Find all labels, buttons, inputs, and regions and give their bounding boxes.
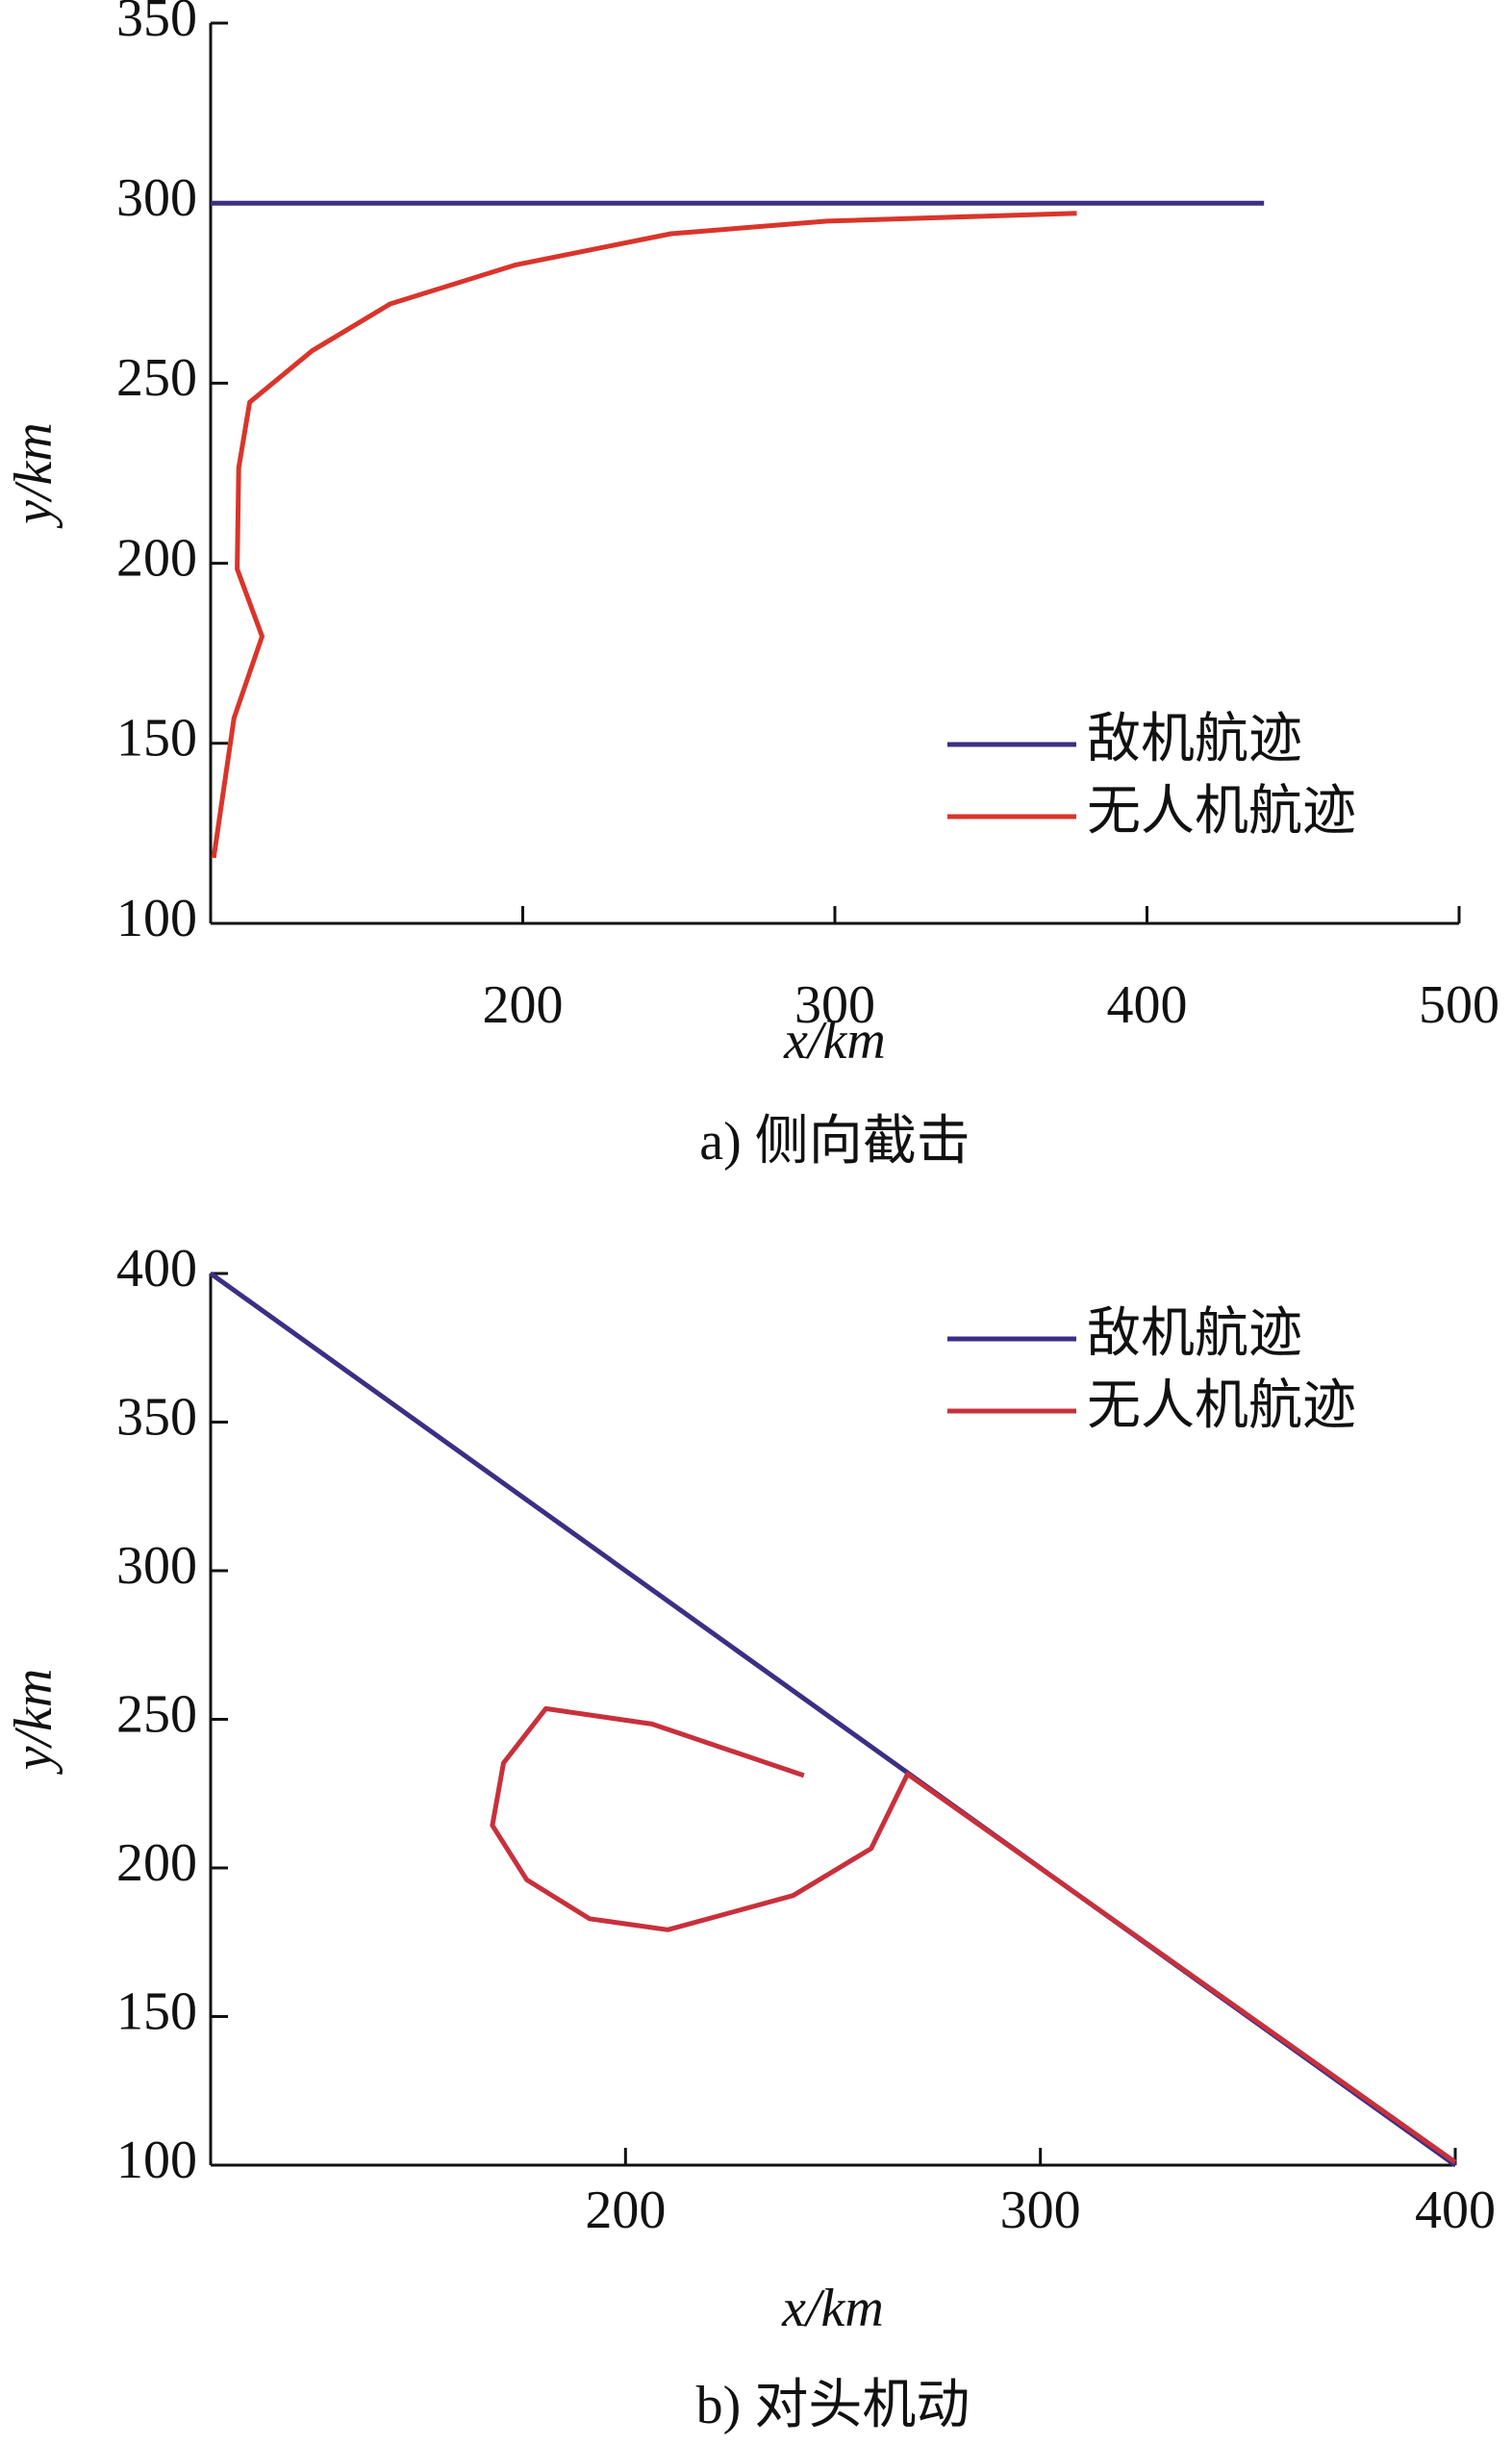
x-axis-label: x/km (783, 1011, 886, 1071)
y-tick-label: 400 (116, 1239, 197, 1299)
x-tick-label: 300 (1000, 2181, 1081, 2240)
series-line (211, 211, 1077, 859)
y-axis-label: y/km (4, 422, 63, 529)
y-tick-label: 250 (116, 348, 197, 408)
y-tick-label: 100 (116, 2131, 197, 2190)
y-tick-label: 300 (116, 168, 197, 228)
x-tick-label: 400 (1107, 975, 1188, 1035)
y-tick-label: 350 (116, 1387, 197, 1447)
y-tick-label: 200 (116, 528, 197, 588)
legend-label: 敌机航迹 (1087, 1304, 1302, 1364)
y-tick-label: 150 (116, 709, 197, 769)
x-tick-label: 300 (794, 975, 875, 1035)
x-tick-label: 200 (585, 2181, 666, 2240)
x-axis-label: x/km (781, 2279, 884, 2338)
y-tick-label: 100 (116, 889, 197, 948)
legend-label: 无人机航迹 (1087, 782, 1356, 842)
caption: b) 对头机动 (696, 2376, 970, 2435)
x-tick-label: 200 (483, 975, 564, 1035)
legend-label: 敌机航迹 (1087, 710, 1302, 769)
y-tick-label: 150 (116, 1981, 197, 2041)
x-tick-label: 500 (1419, 975, 1499, 1035)
x-tick-label: 400 (1415, 2181, 1496, 2240)
caption: a) 侧向截击 (699, 1112, 970, 1172)
series-line (490, 1705, 1457, 2164)
y-tick-label: 250 (116, 1684, 197, 1744)
y-tick-label: 300 (116, 1536, 197, 1596)
y-axis-label: y/km (4, 1669, 63, 1776)
y-tick-label: 350 (116, 0, 197, 48)
y-tick-label: 200 (116, 1833, 197, 1893)
legend-label: 无人机航迹 (1087, 1376, 1356, 1436)
